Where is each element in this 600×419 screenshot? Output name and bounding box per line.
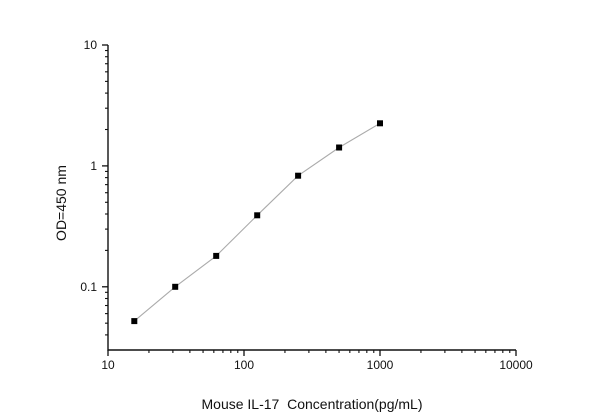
x-tick-label: 10000 xyxy=(499,358,533,372)
data-point-marker xyxy=(336,144,343,151)
data-point-marker xyxy=(254,212,261,219)
x-tick-label: 10 xyxy=(101,358,115,372)
plot-area: 0.1 1 10 10 100 1000 10000 xyxy=(80,38,533,372)
y-tick-label: 10 xyxy=(84,38,98,52)
y-tick-label: 1 xyxy=(90,159,97,173)
axis-spines xyxy=(107,45,516,351)
x-tick-label: 1000 xyxy=(367,358,394,372)
data-point-marker xyxy=(213,252,220,259)
x-tick-label: 100 xyxy=(234,358,254,372)
y-axis-title: OD=450 nm xyxy=(53,165,69,241)
data-point-marker xyxy=(131,318,138,325)
data-point-marker xyxy=(377,120,383,127)
data-point-marker xyxy=(295,172,302,179)
x-axis-title: Mouse IL-17 Concentration(pg/mL) xyxy=(202,396,423,412)
standard-curve-line xyxy=(133,122,381,322)
y-tick-label: 0.1 xyxy=(80,280,97,294)
data-point-marker xyxy=(172,283,179,290)
